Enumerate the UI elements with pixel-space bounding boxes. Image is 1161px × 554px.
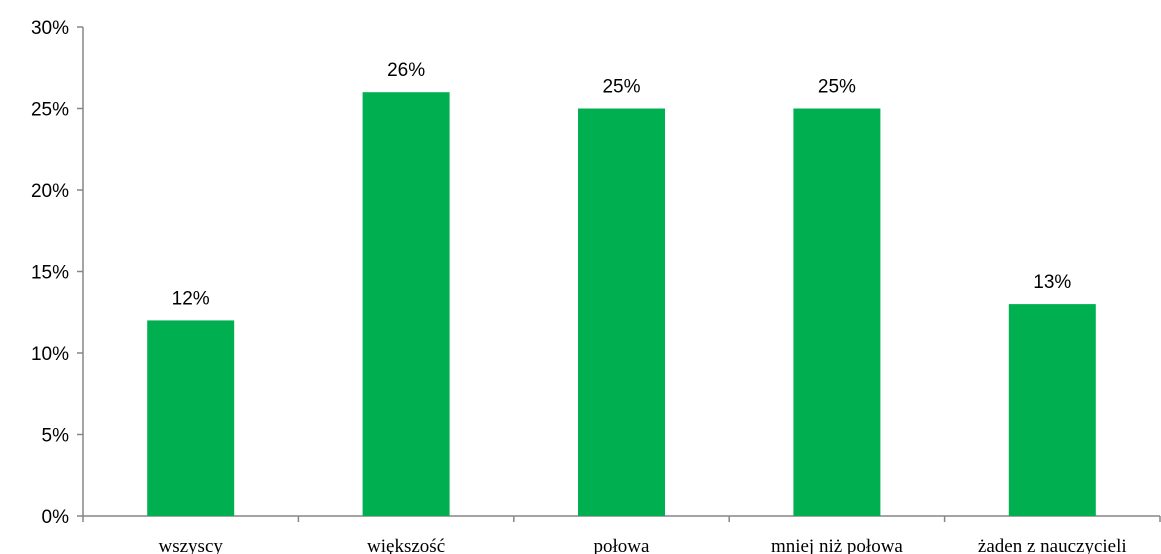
y-tick-label: 10% (31, 344, 69, 365)
y-tick-label: 30% (31, 18, 69, 39)
bar (362, 92, 450, 516)
x-axis: wszyscy większość połowa mniej niż połowa ża… (82, 515, 1161, 554)
bar (147, 320, 235, 516)
y-tick-label: 25% (31, 100, 69, 121)
x-category-label: większość (367, 536, 445, 554)
data-label: 12% (172, 288, 210, 309)
y-axis: 0% 5% 10% 15% 20% 25% 30% (31, 18, 84, 528)
y-tick-label: 20% (31, 181, 69, 202)
x-category-label: połowa (594, 536, 651, 554)
data-label: 25% (818, 77, 856, 98)
x-category-label: wszyscy (159, 536, 224, 554)
data-label: 26% (387, 60, 425, 81)
bar (1008, 304, 1096, 516)
y-tick-label: 15% (31, 263, 69, 284)
data-labels: 12% 26% 25% 25% 13% (172, 60, 1072, 309)
data-label: 13% (1033, 272, 1071, 293)
y-tick-label: 0% (42, 507, 70, 528)
data-label: 25% (602, 77, 640, 98)
y-tick-label: 5% (42, 426, 70, 447)
bars (147, 92, 1096, 516)
x-category-label: mniej niż połowa (771, 536, 903, 554)
bar (793, 108, 881, 516)
x-category-label: żaden z nauczycieli (978, 536, 1127, 554)
bar (578, 108, 665, 516)
